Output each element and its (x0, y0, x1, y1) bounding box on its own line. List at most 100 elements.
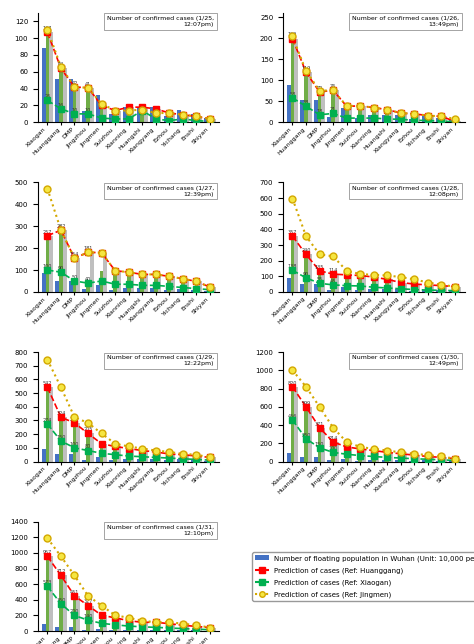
Bar (321, 92, 325, 122)
Bar (389, 452, 393, 462)
Text: Number of confirmed cases (1/28,
12:08pm): Number of confirmed cases (1/28, 12:08pm… (352, 185, 459, 196)
Bar (73, 87, 76, 122)
Bar (63, 417, 67, 462)
Text: 154: 154 (70, 252, 79, 257)
Bar (90, 252, 94, 292)
Bar (177, 109, 181, 122)
Text: 40: 40 (85, 277, 91, 282)
Bar (130, 272, 134, 292)
Bar (430, 285, 434, 292)
Bar (409, 290, 412, 292)
Bar (100, 270, 103, 292)
Text: Number of confirmed cases (1/30,
12:49pm): Number of confirmed cases (1/30, 12:49pm… (352, 355, 459, 366)
Text: 41: 41 (85, 82, 91, 87)
Bar (100, 101, 103, 122)
Bar (318, 271, 321, 292)
Bar (144, 107, 148, 122)
Bar (100, 615, 103, 631)
Bar (46, 236, 49, 292)
Bar (416, 284, 420, 292)
Bar (208, 628, 212, 631)
Bar (63, 68, 67, 122)
Bar (130, 107, 134, 122)
Bar (117, 446, 121, 462)
Text: Number of confirmed cases (1/26,
13:49pm): Number of confirmed cases (1/26, 13:49pm… (352, 16, 459, 27)
Bar (376, 277, 380, 292)
Bar (436, 290, 439, 292)
Bar (158, 109, 162, 122)
Bar (439, 457, 443, 462)
Bar (194, 284, 198, 292)
Bar (395, 460, 399, 462)
Bar (82, 630, 86, 631)
Bar (212, 287, 216, 292)
Bar (55, 455, 59, 462)
Bar (362, 449, 366, 462)
Bar (426, 115, 430, 122)
Bar (204, 461, 208, 462)
Bar (308, 407, 312, 462)
Bar (416, 455, 420, 462)
Bar (140, 109, 144, 122)
Bar (287, 85, 291, 122)
Bar (443, 286, 447, 292)
Bar (127, 448, 130, 462)
Bar (82, 460, 86, 462)
Bar (355, 460, 358, 462)
Bar (49, 388, 53, 462)
Bar (194, 456, 198, 462)
Bar (55, 281, 59, 292)
Text: 573: 573 (43, 580, 52, 585)
Bar (426, 285, 430, 292)
Bar (294, 236, 298, 292)
Bar (426, 457, 430, 462)
Bar (355, 290, 358, 292)
Text: 274: 274 (43, 418, 52, 423)
Bar (287, 278, 291, 292)
Text: 451: 451 (70, 590, 79, 595)
Bar (76, 87, 80, 122)
Text: 90: 90 (58, 266, 64, 271)
Bar (117, 270, 121, 292)
Bar (345, 106, 348, 122)
Bar (140, 451, 144, 462)
Bar (100, 444, 103, 462)
Bar (301, 100, 304, 122)
Bar (117, 111, 121, 122)
Bar (86, 88, 90, 122)
Bar (113, 272, 117, 292)
Text: 327: 327 (83, 600, 93, 605)
Bar (69, 455, 73, 462)
Bar (167, 279, 171, 292)
Bar (90, 88, 94, 122)
Bar (109, 460, 113, 462)
Text: 324: 324 (56, 411, 65, 416)
Bar (69, 79, 73, 122)
Bar (46, 388, 49, 462)
Bar (164, 115, 167, 122)
Bar (167, 113, 171, 122)
Text: 100: 100 (328, 446, 338, 451)
Bar (46, 556, 49, 631)
Bar (321, 428, 325, 462)
Text: 150: 150 (315, 442, 324, 447)
Bar (154, 622, 158, 631)
Text: 957: 957 (43, 550, 52, 555)
Bar (348, 275, 352, 292)
Text: 90: 90 (303, 272, 309, 277)
Bar (389, 109, 393, 122)
Bar (164, 460, 167, 462)
Bar (82, 111, 86, 122)
Text: 76: 76 (330, 84, 336, 90)
Text: 282: 282 (56, 224, 65, 229)
Text: 150: 150 (56, 435, 65, 440)
Text: 240: 240 (301, 249, 310, 253)
Bar (449, 291, 453, 292)
Bar (376, 451, 380, 462)
Bar (348, 447, 352, 462)
Bar (86, 433, 90, 462)
Bar (96, 285, 100, 292)
Bar (439, 286, 443, 292)
Bar (291, 236, 294, 292)
Bar (362, 106, 366, 122)
